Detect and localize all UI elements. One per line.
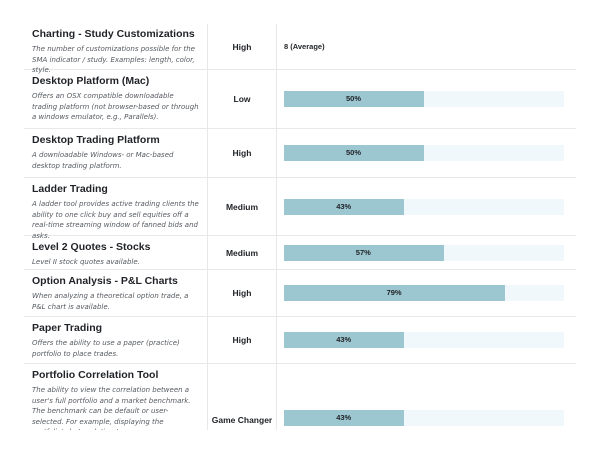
score-percent-label: 43% xyxy=(336,413,352,422)
feature-name: Option Analysis - P&L Charts xyxy=(32,275,178,287)
feature-cell: Desktop Platform (Mac) Offers an OSX com… xyxy=(24,70,208,128)
feature-description: Level II stock quotes available. xyxy=(32,258,140,266)
score-bar-fill xyxy=(284,332,405,348)
score-cell: 43% xyxy=(277,364,576,430)
feature-description: A ladder tool provides active trading cl… xyxy=(32,200,199,240)
score-cell: 50% xyxy=(277,129,576,177)
score-bar-fill xyxy=(284,244,444,261)
score-percent-label: 50% xyxy=(346,148,362,157)
table-row: Ladder Trading A ladder tool provides ac… xyxy=(24,178,576,240)
score-bar-fill xyxy=(284,285,506,301)
score-bar-fill xyxy=(284,91,424,107)
importance-level: Medium xyxy=(208,178,277,235)
feature-cell: Portfolio Correlation Tool The ability t… xyxy=(24,364,208,430)
score-bar-track: 50% xyxy=(284,91,564,107)
importance-level: High xyxy=(208,129,277,177)
score-bar-track: 79% xyxy=(284,285,564,301)
feature-description: Offers the ability to use a paper (pract… xyxy=(32,339,180,358)
score-bar-track: 57% xyxy=(284,244,564,261)
importance-level: Medium xyxy=(208,236,277,269)
feature-description: The ability to view the correlation betw… xyxy=(32,386,191,430)
importance-level: Game Changer xyxy=(208,364,277,430)
table-row: Desktop Trading Platform A downloadable … xyxy=(24,129,576,178)
feature-name: Desktop Trading Platform xyxy=(32,134,160,146)
score-bar-track: 43% xyxy=(284,410,564,426)
score-cell: 57% xyxy=(277,236,576,269)
feature-name: Paper Trading xyxy=(32,322,103,334)
score-cell: 43% xyxy=(277,317,576,363)
score-bar-fill xyxy=(284,410,405,426)
feature-description: The number of customizations possible fo… xyxy=(32,45,195,74)
table-row: Paper Trading Offers the ability to use … xyxy=(24,317,576,364)
score-cell: 43% xyxy=(277,178,576,235)
feature-description: A downloadable Windows- or Mac-based des… xyxy=(32,151,174,170)
score-bar-fill xyxy=(284,198,405,215)
feature-description: When analyzing a theoretical option trad… xyxy=(32,292,189,311)
table-row: Level 2 Quotes - Stocks Level II stock q… xyxy=(24,236,576,270)
feature-name: Level 2 Quotes - Stocks xyxy=(32,241,151,253)
feature-comparison-table: Charting - Study Customizations The numb… xyxy=(24,24,576,430)
importance-level: High xyxy=(208,317,277,363)
score-text: 8 (Average) xyxy=(284,42,325,51)
score-percent-label: 43% xyxy=(336,335,352,344)
feature-name: Ladder Trading xyxy=(32,183,108,195)
feature-name: Charting - Study Customizations xyxy=(32,28,195,40)
table-row: Desktop Platform (Mac) Offers an OSX com… xyxy=(24,70,576,129)
importance-level: Low xyxy=(208,70,277,128)
score-bar-track: 43% xyxy=(284,198,564,215)
score-cell: 79% xyxy=(277,270,576,316)
table-row: Option Analysis - P&L Charts When analyz… xyxy=(24,270,576,317)
score-cell: 50% xyxy=(277,70,576,128)
score-bar-track: 43% xyxy=(284,332,564,348)
table-row: Portfolio Correlation Tool The ability t… xyxy=(24,364,576,430)
feature-name: Portfolio Correlation Tool xyxy=(32,369,159,381)
score-percent-label: 79% xyxy=(386,288,402,297)
feature-cell: Charting - Study Customizations The numb… xyxy=(24,24,208,74)
score-percent-label: 43% xyxy=(336,201,352,211)
feature-cell: Ladder Trading A ladder tool provides ac… xyxy=(24,178,208,240)
score-cell: 8 (Average) xyxy=(277,24,576,69)
score-bar-fill xyxy=(284,145,424,161)
importance-level: High xyxy=(208,270,277,316)
feature-name: Desktop Platform (Mac) xyxy=(32,75,150,87)
feature-cell: Level 2 Quotes - Stocks Level II stock q… xyxy=(24,236,208,269)
feature-description: Offers an OSX compatible downloadable tr… xyxy=(32,92,199,121)
score-percent-label: 50% xyxy=(346,94,362,103)
score-percent-label: 57% xyxy=(355,247,371,257)
importance-level: High xyxy=(208,24,277,69)
feature-cell: Paper Trading Offers the ability to use … xyxy=(24,317,208,363)
feature-cell: Option Analysis - P&L Charts When analyz… xyxy=(24,270,208,316)
table-row: Charting - Study Customizations The numb… xyxy=(24,24,576,74)
feature-cell: Desktop Trading Platform A downloadable … xyxy=(24,129,208,177)
score-bar-track: 50% xyxy=(284,145,564,161)
